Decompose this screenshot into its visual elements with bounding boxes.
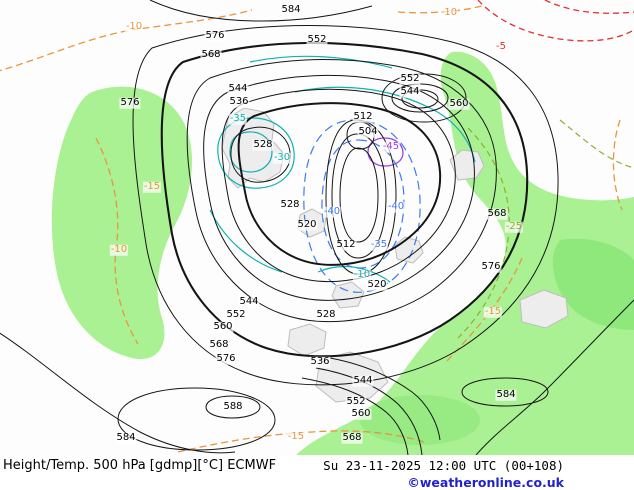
green-shading (51, 51, 634, 455)
copyright-link[interactable]: ©weatheronline.co.uk (407, 475, 564, 490)
teal-temp-contours (209, 55, 476, 283)
map-canvas (0, 0, 634, 455)
weather-map: 584 576 568 552 576 544 536 552 544 560 512 504 528 5… (0, 0, 634, 455)
valid-time: Su 23-11-2025 12:00 UTC (00+108) (323, 458, 564, 473)
blue-temp-contours (303, 119, 421, 293)
product-title: Height/Temp. 500 hPa [gdmp][°C] ECMWF (3, 458, 277, 473)
red-temp-contours (477, 0, 634, 42)
olive-temp-contours (457, 119, 634, 339)
footer: Height/Temp. 500 hPa [gdmp][°C] ECMWF Su… (0, 455, 634, 490)
height-contours (0, 0, 634, 455)
